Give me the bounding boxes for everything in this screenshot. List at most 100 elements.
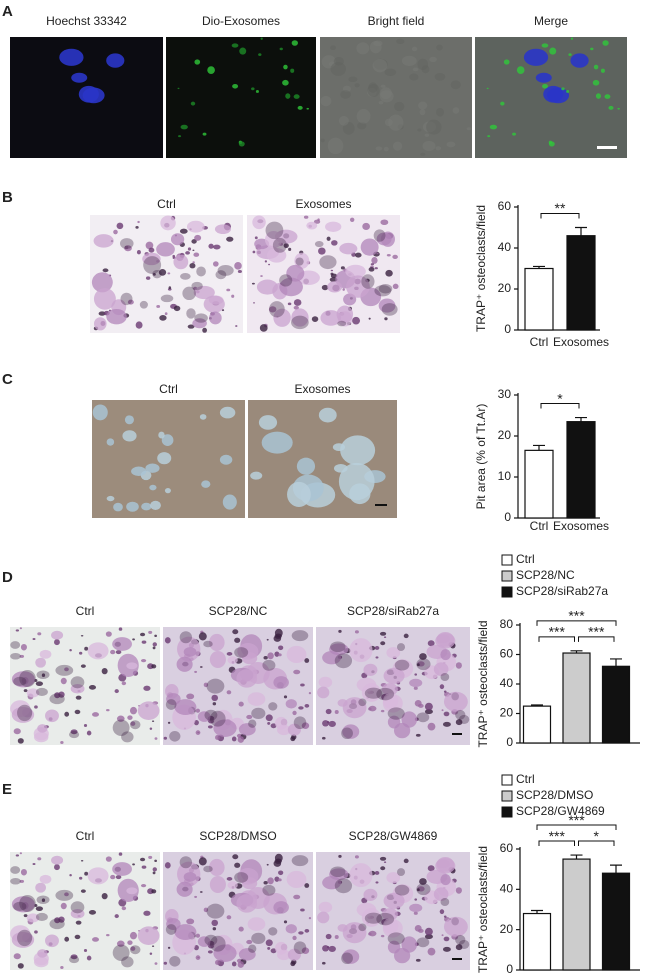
- image-feature: [84, 646, 89, 651]
- image-feature: [183, 647, 197, 657]
- image-feature: [69, 730, 80, 739]
- image-feature: [69, 649, 72, 652]
- micrograph: [163, 627, 313, 745]
- image-feature: [387, 940, 401, 954]
- micrograph: [247, 215, 400, 333]
- image-feature: [384, 68, 397, 77]
- image-feature: [386, 872, 401, 884]
- image-feature: [246, 939, 253, 945]
- image-feature: [342, 922, 367, 944]
- image-feature: [145, 463, 160, 473]
- image-feature: [291, 855, 309, 867]
- image-feature: [164, 487, 171, 494]
- image-feature: [252, 215, 266, 230]
- image-feature: [187, 324, 195, 329]
- image-feature: [548, 141, 555, 147]
- image-feature: [182, 286, 197, 301]
- image-feature: [379, 856, 387, 861]
- image-feature: [318, 676, 333, 688]
- image-feature: [34, 705, 38, 709]
- image-feature: [151, 664, 157, 669]
- image-feature: [386, 647, 401, 659]
- image-feature: [374, 646, 380, 650]
- image-feature: [11, 896, 35, 913]
- significance-label: ***: [588, 624, 605, 640]
- image-feature: [414, 925, 422, 932]
- image-feature: [378, 283, 393, 294]
- image-feature: [321, 284, 329, 291]
- image-feature: [424, 133, 430, 137]
- image-feature: [55, 889, 74, 901]
- image-feature: [419, 653, 427, 660]
- image-feature: [357, 121, 367, 130]
- panel-label: C: [2, 371, 13, 388]
- image-feature: [37, 724, 48, 733]
- image-feature: [208, 243, 214, 249]
- image-feature: [79, 651, 83, 655]
- image-feature: [92, 404, 108, 421]
- image-feature: [84, 871, 89, 876]
- image-feature: [311, 316, 319, 322]
- image-caption: Hoechst 33342: [46, 14, 127, 28]
- image-feature: [300, 683, 305, 687]
- image-feature: [293, 669, 301, 675]
- image-feature: [191, 281, 203, 291]
- image-feature: [211, 919, 219, 927]
- image-feature: [80, 889, 86, 893]
- image-feature: [120, 292, 133, 306]
- bar: [562, 652, 591, 744]
- image-feature: [75, 695, 82, 700]
- image-feature: [372, 58, 388, 73]
- error-bar: [531, 704, 543, 707]
- image-feature: [416, 888, 420, 892]
- image-feature: [267, 877, 274, 885]
- image-feature: [135, 321, 143, 329]
- bar-chart: 0 20 40 60 TRAP⁺ osteoclasts/field Ctrl SCP28/…: [476, 772, 640, 976]
- image-feature: [165, 699, 177, 710]
- image-feature: [304, 883, 310, 888]
- image-feature: [535, 72, 552, 83]
- image-feature: [282, 79, 289, 86]
- y-axis-label: Pit area (% of Tt.Ar): [474, 404, 488, 510]
- y-axis-label: TRAP⁺ osteoclasts/field: [474, 205, 488, 332]
- image-feature: [325, 221, 342, 232]
- image-feature: [209, 935, 226, 952]
- image-feature: [152, 642, 157, 647]
- significance-bracket: [538, 636, 575, 642]
- image-feature: [238, 948, 256, 961]
- image-feature: [74, 709, 81, 715]
- bar: [601, 665, 631, 744]
- image-feature: [373, 40, 383, 47]
- image-feature: [34, 903, 38, 907]
- image-feature: [354, 83, 360, 88]
- image-feature: [154, 962, 158, 965]
- image-feature: [152, 646, 156, 650]
- image-feature: [424, 709, 433, 715]
- image-feature: [275, 716, 288, 730]
- image-feature: [381, 303, 398, 316]
- image-feature: [380, 84, 386, 88]
- image-feature: [141, 502, 152, 511]
- image-feature: [364, 687, 383, 699]
- image-feature: [380, 219, 389, 225]
- image-feature: [266, 863, 269, 866]
- image-feature: [19, 654, 25, 658]
- significance-bracket: [540, 403, 580, 409]
- image-feature: [440, 649, 451, 661]
- image-feature: [306, 107, 310, 110]
- image-feature: [156, 305, 161, 308]
- image-feature: [376, 912, 395, 926]
- image-feature: [286, 645, 307, 664]
- image-feature: [349, 863, 373, 888]
- image-feature: [523, 48, 549, 66]
- image-feature: [403, 858, 409, 864]
- image-feature: [411, 46, 418, 52]
- image-feature: [116, 222, 124, 230]
- image-feature: [424, 934, 433, 940]
- significance-label: *: [594, 828, 600, 844]
- image-feature: [452, 107, 460, 114]
- image-feature: [294, 252, 310, 269]
- image-feature: [11, 706, 35, 723]
- y-tick-label: 20: [498, 428, 512, 442]
- bar: [566, 235, 596, 331]
